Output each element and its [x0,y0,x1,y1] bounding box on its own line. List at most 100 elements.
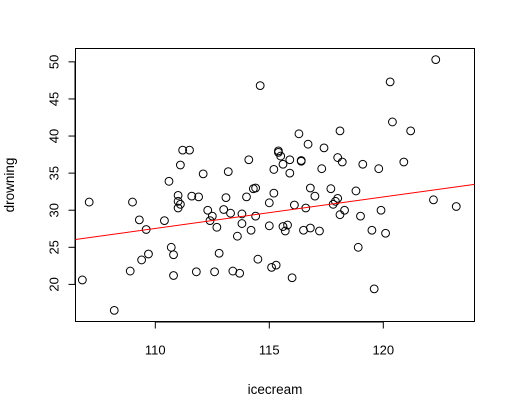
data-point [164,176,174,186]
data-point [285,155,295,165]
y-tick-label: 40 [47,129,62,143]
data-point [253,254,263,264]
data-point [305,183,315,193]
data-point [251,211,261,221]
data-point [267,262,276,272]
data-point [333,153,343,162]
data-point [340,205,349,215]
data-point [317,164,327,174]
data-point [237,219,247,228]
data-point [242,192,251,202]
data-point [269,165,279,174]
x-axis: 110 115 120 [145,321,394,358]
data-point [128,197,137,207]
y-axis-label: drowning [2,158,17,213]
data-point [335,210,345,220]
data-point [251,183,261,193]
data-point [210,267,219,277]
data-point [173,190,183,200]
data-point [431,55,441,65]
data-point [381,228,390,238]
regression-line [75,183,475,240]
data-point [173,196,183,206]
data-point [303,139,313,149]
data-point [178,145,188,155]
data-point [134,215,144,225]
data-point [255,81,265,90]
regression-line-layer [75,183,475,240]
x-tick-label: 115 [259,343,280,358]
data-points [77,55,461,315]
data-point [109,305,119,315]
data-point [175,199,185,209]
data-point [287,273,297,283]
y-axis: 20 25 30 35 40 45 50 [47,55,76,292]
data-point [283,220,292,230]
y-tick-label: 25 [47,240,62,254]
data-point [198,169,208,179]
data-point [160,216,169,226]
data-point [264,221,274,231]
data-point [214,248,224,258]
data-point [137,255,147,265]
y-tick-label: 30 [47,203,62,217]
data-point [207,211,217,221]
x-tick-label: 120 [372,343,394,358]
data-point [246,225,256,235]
data-point [315,226,324,236]
data-point [399,157,409,167]
y-tick-label: 35 [47,166,62,180]
data-point [451,202,461,211]
plot-frame [75,48,475,322]
data-point [223,167,233,177]
data-point [169,271,178,280]
data-point [356,211,365,221]
data-point [285,168,295,178]
data-point [353,242,363,252]
data-point [237,209,247,219]
data-point [326,184,336,194]
data-point [84,197,94,207]
x-axis-label: icecream [248,382,303,397]
data-point [278,222,288,231]
data-point [385,77,395,87]
data-point [331,196,340,206]
data-point [296,156,306,165]
y-tick-label: 20 [47,277,62,291]
data-point [369,284,379,294]
data-point [319,143,329,153]
data-point [169,250,178,260]
data-point [305,223,315,233]
data-point [77,275,87,285]
data-point [274,146,283,156]
data-point [235,268,245,278]
data-point [175,160,185,170]
data-point [376,205,386,215]
data-point [337,157,347,167]
data-point [144,249,153,259]
data-point [358,159,368,169]
data-point [335,126,345,136]
data-point [278,159,288,169]
data-point [294,129,304,139]
data-point [289,200,299,210]
data-point [203,205,213,215]
data-point [166,242,176,252]
data-point [187,191,197,201]
data-point [232,231,242,241]
data-point [271,260,281,270]
data-point [191,267,201,277]
data-point [333,193,343,203]
data-point [226,208,235,218]
data-point [221,193,231,203]
x-tick-label: 110 [145,343,166,358]
y-tick-label: 45 [47,92,62,106]
data-point [429,195,438,205]
data-point [367,225,377,235]
data-point [185,145,194,155]
data-point [194,192,204,202]
data-point [269,188,279,198]
data-point [212,222,222,232]
data-point [310,191,320,201]
